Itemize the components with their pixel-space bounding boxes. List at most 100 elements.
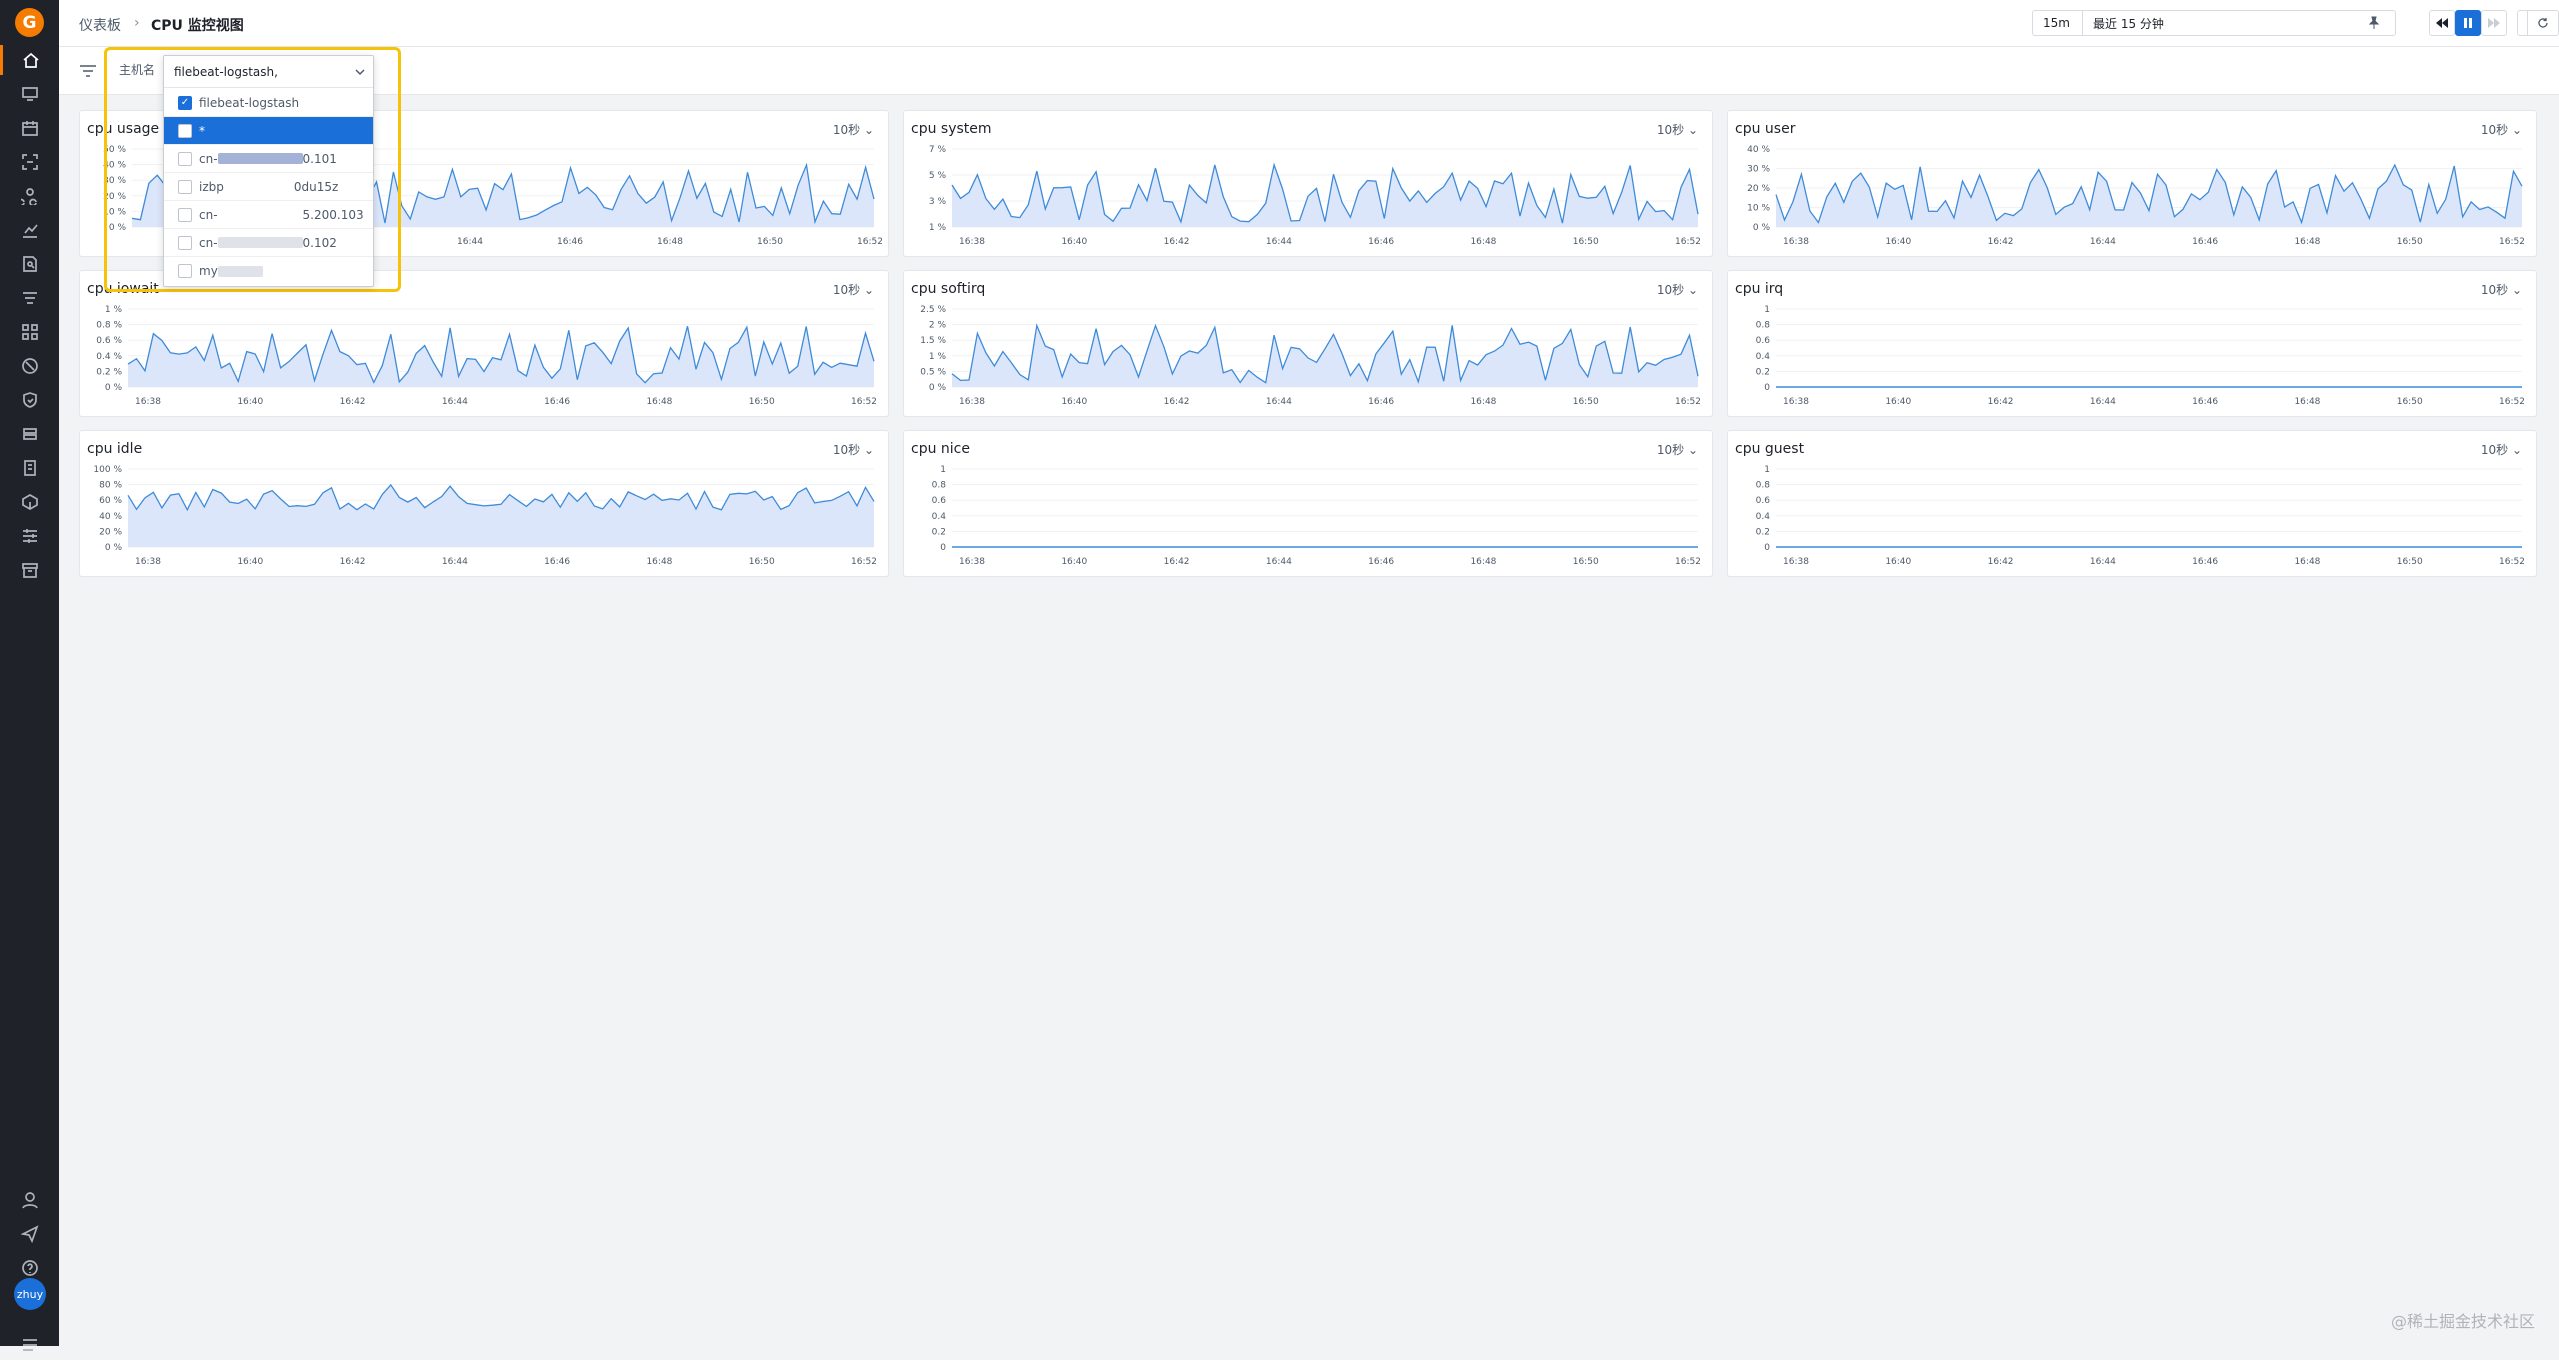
option-all[interactable]: *	[164, 117, 373, 145]
y-tick-label: 2 %	[929, 321, 947, 331]
x-tick-label: 16:46	[1368, 557, 1394, 567]
checkbox[interactable]	[178, 264, 192, 278]
y-tick-label: 5 %	[929, 171, 947, 181]
x-tick-label: 16:48	[646, 557, 672, 567]
nav-calendar-icon[interactable]	[0, 113, 59, 143]
panel-title: cpu guest	[1735, 441, 1804, 457]
y-tick-label: 1	[1764, 305, 1770, 315]
interval-select[interactable]: 10秒 ⌄	[2481, 441, 2522, 458]
x-tick-label: 16:46	[557, 237, 583, 247]
x-tick-label: 16:42	[340, 397, 366, 407]
x-tick-label: 16:46	[2192, 397, 2218, 407]
avatar[interactable]: zhuy	[14, 1278, 46, 1310]
nav-dashboard-icon[interactable]	[0, 79, 59, 109]
y-tick-label: 0.8	[1756, 321, 1771, 331]
checkbox[interactable]	[178, 208, 192, 222]
logo-icon[interactable]: G	[15, 8, 44, 37]
send-icon	[21, 1225, 39, 1243]
nav-scan-icon[interactable]	[0, 147, 59, 177]
y-tick-label: 0	[1764, 543, 1770, 553]
checkbox[interactable]	[178, 236, 192, 250]
nav-search-report-icon[interactable]	[0, 249, 59, 279]
nav-send-icon[interactable]	[0, 1219, 59, 1249]
nav-chart-icon[interactable]	[0, 215, 59, 245]
option-filebeat-logstash[interactable]: ✓filebeat-logstash	[164, 89, 373, 117]
database-icon	[21, 425, 39, 443]
interval-select[interactable]: 10秒 ⌄	[1657, 441, 1698, 458]
option-host-1[interactable]: cn-0.101	[164, 145, 373, 173]
nav-database-icon[interactable]	[0, 419, 59, 449]
step-forward-button[interactable]	[2481, 10, 2507, 36]
interval-select[interactable]: 10秒 ⌄	[2481, 121, 2522, 138]
interval-select[interactable]: 10秒 ⌄	[833, 441, 874, 458]
panel-title: cpu system	[911, 121, 992, 137]
y-tick-label: 0.6 %	[96, 336, 122, 346]
interval-select[interactable]: 10秒 ⌄	[2481, 281, 2522, 298]
y-tick-label: 80 %	[99, 481, 122, 491]
nav-shield-icon[interactable]	[0, 385, 59, 415]
nav-menu-icon[interactable]	[0, 1330, 59, 1360]
nav-settings-icon[interactable]	[0, 521, 59, 551]
series-area	[952, 165, 1698, 227]
nav-cluster-icon[interactable]	[0, 181, 59, 211]
interval-select[interactable]: 10秒 ⌄	[833, 121, 874, 138]
x-tick-label: 16:48	[2294, 397, 2320, 407]
nav-list-icon[interactable]	[0, 283, 59, 313]
menu-icon	[21, 1336, 39, 1354]
pause-button[interactable]	[2455, 10, 2481, 36]
option-host-3[interactable]: cn-5.200.103	[164, 201, 373, 229]
search-report-icon	[21, 255, 39, 273]
pin-icon[interactable]	[2357, 11, 2391, 35]
x-tick-label: 16:44	[2090, 397, 2116, 407]
y-tick-label: 0 %	[105, 543, 123, 553]
interval-select[interactable]: 10秒 ⌄	[1657, 121, 1698, 138]
interval-select[interactable]: 10秒 ⌄	[833, 281, 874, 298]
time-range-picker[interactable]: 最近 15 分钟	[2082, 10, 2396, 36]
nav-storage-icon[interactable]	[0, 453, 59, 483]
option-host-5[interactable]: my	[164, 257, 373, 285]
nav-archive-icon[interactable]	[0, 555, 59, 585]
filter-icon[interactable]	[79, 63, 97, 83]
nav-apps-icon[interactable]	[0, 317, 59, 347]
hostname-select[interactable]: filebeat-logstash,	[164, 56, 373, 88]
y-tick-label: 0.2	[1756, 367, 1770, 377]
refresh-icon[interactable]	[2527, 10, 2559, 36]
y-tick-label: 7 %	[929, 145, 947, 155]
home-icon	[22, 51, 40, 69]
x-tick-label: 16:42	[1988, 557, 2014, 567]
y-tick-label: 0	[940, 543, 946, 553]
nav-alert-icon[interactable]	[0, 351, 59, 381]
nav-user-icon[interactable]	[0, 1185, 59, 1215]
breadcrumb-root[interactable]: 仪表板	[79, 15, 121, 35]
y-tick-label: 0.2	[1756, 527, 1770, 537]
x-tick-label: 16:52	[2499, 397, 2525, 407]
checkbox[interactable]	[178, 124, 192, 138]
x-tick-label: 16:44	[442, 397, 468, 407]
storage-icon	[21, 459, 39, 477]
checkbox[interactable]	[178, 152, 192, 166]
x-tick-label: 16:50	[1573, 557, 1599, 567]
y-tick-label: 40 %	[99, 512, 122, 522]
option-host-4[interactable]: cn-0.102	[164, 229, 373, 257]
x-tick-label: 16:50	[1573, 397, 1599, 407]
nav-home-icon[interactable]	[0, 45, 59, 75]
x-tick-label: 16:50	[749, 397, 775, 407]
checkbox[interactable]	[178, 180, 192, 194]
checkbox[interactable]: ✓	[178, 96, 192, 110]
x-tick-label: 16:38	[1783, 237, 1809, 247]
x-tick-label: 16:52	[857, 237, 883, 247]
y-tick-label: 0.8	[932, 481, 947, 491]
x-tick-label: 16:42	[1164, 237, 1190, 247]
interval-select[interactable]: 10秒 ⌄	[1657, 281, 1698, 298]
x-tick-label: 16:44	[442, 557, 468, 567]
nav-box-icon[interactable]	[0, 487, 59, 517]
y-tick-label: 100 %	[93, 465, 122, 475]
x-tick-label: 16:52	[851, 557, 877, 567]
step-back-button[interactable]	[2429, 10, 2455, 36]
